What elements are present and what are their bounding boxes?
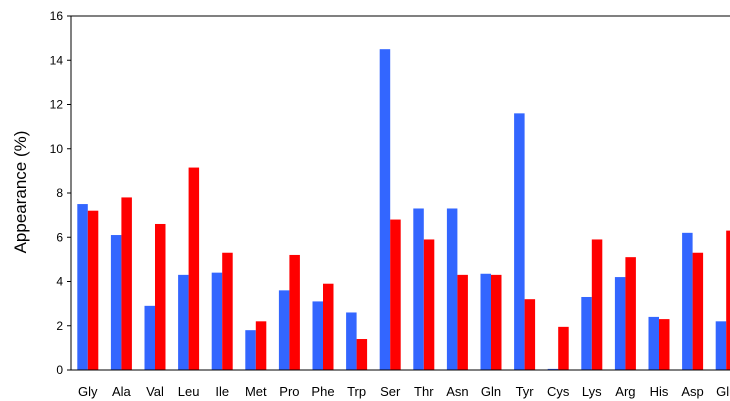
bar-asn-series-1 bbox=[446, 208, 458, 370]
x-category-label-trp: Trp bbox=[347, 384, 366, 399]
x-category-label-ser: Ser bbox=[380, 384, 401, 399]
x-category-label-tyr: Tyr bbox=[516, 384, 535, 399]
bar-thr-series-2 bbox=[423, 239, 435, 370]
y-tick-label: 4 bbox=[56, 275, 63, 289]
bar-ala-series-2 bbox=[121, 197, 132, 370]
y-tick-label: 10 bbox=[50, 142, 64, 156]
bar-tyr-series-2 bbox=[524, 299, 536, 370]
bar-trp-series-1 bbox=[346, 312, 357, 370]
bar-trp-series-2 bbox=[356, 339, 368, 370]
bar-asp-series-2 bbox=[692, 252, 704, 370]
bar-ser-series-2 bbox=[390, 219, 401, 370]
bar-met-series-1 bbox=[245, 330, 256, 370]
x-category-label-his: His bbox=[650, 384, 669, 399]
bar-cys-series-2 bbox=[558, 326, 569, 370]
y-tick-label: 14 bbox=[50, 53, 64, 67]
bar-ile-series-1 bbox=[211, 272, 223, 370]
bar-met-series-2 bbox=[255, 321, 267, 370]
bar-ala-series-1 bbox=[110, 235, 122, 370]
y-tick-label: 0 bbox=[56, 363, 63, 377]
y-tick-label: 2 bbox=[56, 319, 63, 333]
bar-cys-series-1 bbox=[547, 368, 559, 370]
bar-gln-series-1 bbox=[480, 273, 491, 370]
x-category-label-ile: Ile bbox=[215, 384, 229, 399]
bar-ile-series-2 bbox=[222, 252, 233, 370]
bar-tyr-series-1 bbox=[514, 113, 525, 370]
y-tick-label: 12 bbox=[50, 98, 64, 112]
x-category-label-ala: Ala bbox=[112, 384, 132, 399]
bar-his-series-2 bbox=[659, 319, 670, 370]
bar-phe-series-1 bbox=[312, 301, 323, 370]
x-category-label-gln: Gln bbox=[481, 384, 501, 399]
x-category-label-asp: Asp bbox=[681, 384, 703, 399]
y-tick-label: 6 bbox=[56, 230, 63, 244]
x-category-label-asn: Asn bbox=[446, 384, 468, 399]
bar-leu-series-2 bbox=[188, 167, 200, 370]
bar-glu-series-1 bbox=[715, 321, 727, 370]
bar-ser-series-1 bbox=[379, 49, 391, 370]
x-category-label-val: Val bbox=[146, 384, 164, 399]
bar-gln-series-2 bbox=[491, 274, 502, 370]
bar-asp-series-1 bbox=[682, 232, 693, 370]
bar-arg-series-2 bbox=[625, 257, 636, 370]
bar-gly-series-2 bbox=[87, 210, 99, 370]
bar-pro-series-1 bbox=[278, 290, 290, 370]
bar-glu-series-2 bbox=[726, 230, 730, 370]
x-category-label-arg: Arg bbox=[615, 384, 635, 399]
bar-val-series-1 bbox=[144, 305, 155, 370]
bar-val-series-2 bbox=[155, 223, 166, 370]
bar-gly-series-1 bbox=[77, 204, 88, 370]
x-category-label-thr: Thr bbox=[414, 384, 434, 399]
bar-leu-series-1 bbox=[178, 274, 189, 370]
x-category-label-lys: Lys bbox=[582, 384, 602, 399]
x-category-label-cys: Cys bbox=[547, 384, 570, 399]
y-axis-title: Appearance (%) bbox=[11, 131, 30, 254]
y-tick-label: 16 bbox=[50, 9, 64, 23]
x-category-label-phe: Phe bbox=[311, 384, 334, 399]
bar-his-series-1 bbox=[648, 316, 659, 370]
bar-phe-series-2 bbox=[323, 283, 334, 370]
bar-arg-series-1 bbox=[614, 277, 626, 370]
x-category-label-pro: Pro bbox=[279, 384, 299, 399]
bar-lys-series-2 bbox=[591, 239, 603, 370]
x-category-label-met: Met bbox=[245, 384, 267, 399]
bar-thr-series-1 bbox=[413, 208, 424, 370]
x-category-label-leu: Leu bbox=[178, 384, 200, 399]
bar-pro-series-2 bbox=[289, 254, 300, 370]
bar-lys-series-1 bbox=[581, 296, 592, 370]
bar-asn-series-2 bbox=[457, 274, 468, 370]
x-category-label-glu: Glu bbox=[716, 384, 730, 399]
x-category-label-gly: Gly bbox=[78, 384, 98, 399]
y-tick-label: 8 bbox=[56, 186, 63, 200]
